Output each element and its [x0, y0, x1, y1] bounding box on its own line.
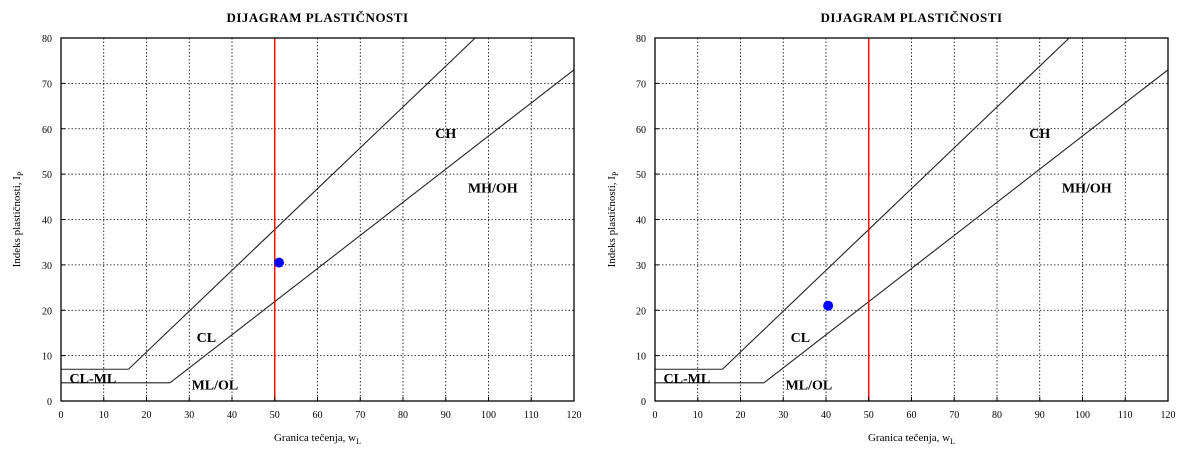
- x-tick-label: 60: [907, 410, 917, 421]
- x-tick-label: 120: [1161, 410, 1176, 421]
- x-tick-label: 70: [949, 410, 959, 421]
- x-tick-label: 120: [567, 410, 582, 421]
- x-tick-label: 20: [142, 410, 152, 421]
- x-axis-label: Granica tečenja, wL: [274, 432, 361, 446]
- zone-label-cl-ml: CL-ML: [664, 372, 711, 387]
- zone-label-ch: CH: [1029, 127, 1050, 142]
- y-axis-label: Indeks plastičnosti, IP: [11, 171, 25, 267]
- zone-label-mh-oh: MH/OH: [1062, 181, 1112, 196]
- x-tick-label: 110: [1118, 410, 1133, 421]
- y-tick-label: 0: [641, 397, 646, 408]
- zone-label-ml-ol: ML/OL: [192, 379, 239, 394]
- plasticity-chart-left-svg: 0 10 20 30 40 50 60 70 80 90 100 110 120 0 10 20 30 40 50 6…: [11, 10, 582, 446]
- y-tick-label: 70: [636, 79, 646, 90]
- zone-label-cl: CL: [791, 331, 810, 346]
- y-tick-label: 20: [636, 306, 646, 317]
- zone-label-cl-ml: CL-ML: [70, 372, 117, 387]
- u-line: [128, 38, 476, 370]
- y-tick-label: 80: [636, 34, 646, 45]
- y-tick-label: 50: [636, 170, 646, 181]
- chart-title: DIJAGRAM PLASTIČNOSTI: [820, 10, 1002, 25]
- x-tick-label: 10: [693, 410, 703, 421]
- zone-label-ml-ol: ML/OL: [786, 379, 833, 394]
- x-tick-label: 20: [736, 410, 746, 421]
- chart-title: DIJAGRAM PLASTIČNOSTI: [226, 10, 408, 25]
- x-tick-label: 0: [653, 410, 658, 421]
- plasticity-chart-right: 0 10 20 30 40 50 60 70 80 90 100 110 120 0 10 20 30 40 50 6…: [595, 0, 1189, 450]
- x-tick-label: 100: [481, 410, 496, 421]
- x-tick-label: 0: [59, 410, 64, 421]
- x-tick-label: 70: [355, 410, 365, 421]
- y-tick-label: 30: [636, 261, 646, 272]
- y-tick-label: 10: [636, 352, 646, 363]
- y-tick-label: 30: [42, 261, 52, 272]
- x-tick-label: 40: [821, 410, 831, 421]
- x-tick-label: 40: [227, 410, 237, 421]
- zone-label-cl: CL: [197, 331, 216, 346]
- y-tick-label: 40: [636, 216, 646, 227]
- x-tick-label: 60: [313, 410, 323, 421]
- a-line: [169, 69, 575, 384]
- x-tick-label: 50: [270, 410, 280, 421]
- a-line: [763, 69, 1169, 384]
- y-tick-label: 10: [42, 352, 52, 363]
- y-axis-label: Indeks plastičnosti, IP: [606, 171, 620, 267]
- y-tick-label: 0: [47, 397, 52, 408]
- x-tick-label: 110: [524, 410, 539, 421]
- zone-label-ch: CH: [435, 127, 456, 142]
- y-tick-label: 20: [42, 306, 52, 317]
- x-tick-label: 50: [864, 410, 874, 421]
- x-tick-label: 30: [184, 410, 194, 421]
- x-tick-label: 80: [992, 410, 1002, 421]
- x-axis-label: Granica tečenja, wL: [868, 432, 955, 446]
- plasticity-chart-left: 0 10 20 30 40 50 60 70 80 90 100 110 120 0 10 20 30 40 50 6…: [0, 0, 594, 450]
- y-tick-label: 40: [42, 216, 52, 227]
- y-tick-label: 80: [42, 34, 52, 45]
- x-tick-label: 30: [778, 410, 788, 421]
- y-tick-label: 50: [42, 170, 52, 181]
- y-tick-label: 60: [42, 125, 52, 136]
- x-tick-label: 80: [398, 410, 408, 421]
- u-line: [722, 38, 1070, 370]
- plasticity-chart-right-svg: 0 10 20 30 40 50 60 70 80 90 100 110 120 0 10 20 30 40 50 6…: [606, 10, 1176, 446]
- sample-data-point: [823, 300, 834, 311]
- y-tick-label: 60: [636, 125, 646, 136]
- x-tick-label: 90: [441, 410, 451, 421]
- y-tick-label: 70: [42, 79, 52, 90]
- x-tick-label: 10: [99, 410, 109, 421]
- x-tick-label: 100: [1075, 410, 1090, 421]
- zone-label-mh-oh: MH/OH: [468, 181, 518, 196]
- sample-data-point: [274, 257, 285, 268]
- x-tick-label: 90: [1035, 410, 1045, 421]
